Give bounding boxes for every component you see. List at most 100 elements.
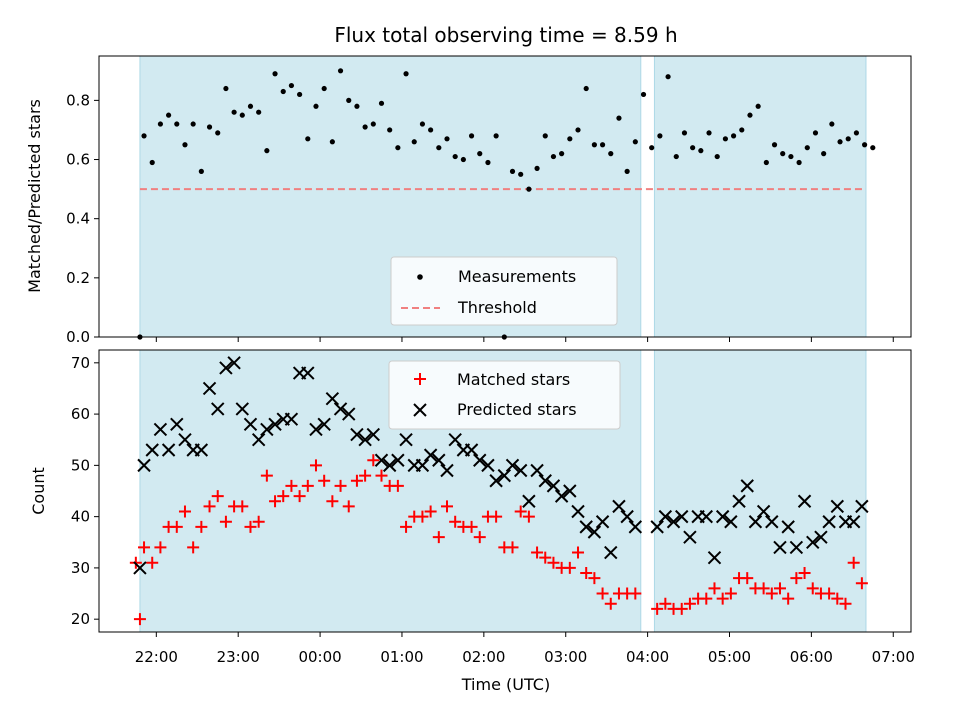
predicted-star-point [587,525,602,539]
predicted-star-point [846,515,861,529]
top-series [137,68,876,340]
legend-measurements: Measurements [458,267,576,286]
measurement-point [215,130,221,136]
matched-star-point [604,597,617,610]
legend-predicted-stars: Predicted stars [457,400,577,419]
measurement-point [599,142,606,148]
measurement-point [567,136,573,142]
matched-star-point [514,505,527,518]
matched-star-point [490,510,503,523]
measurement-point [739,127,745,133]
predicted-star-point [211,402,225,416]
matched-star-point [700,592,713,605]
matched-star-point [219,515,232,528]
matched-star-point [675,602,688,615]
measurement-point [231,109,237,115]
measurement-point [411,139,417,145]
predicted-star-point [830,499,845,514]
matched-star-point [782,592,795,605]
matched-star-point [847,556,860,569]
predicted-star-point [473,453,487,467]
measurement-point [468,133,475,139]
predicted-star-point [855,499,869,514]
matched-star-point [765,587,778,600]
measurement-point [821,151,827,157]
measurement-point [583,85,589,92]
predicted-star-point [464,443,479,457]
matched-star-point [138,541,151,554]
measurement-point [223,85,229,92]
predicted-star-point [268,417,282,432]
measurement-point [518,171,524,177]
matched-star-point [154,541,167,554]
matched-star-point [342,500,355,513]
measurement-point [690,145,696,151]
measurements-legend-marker [417,274,423,280]
matched-star-point [757,582,770,595]
measurement-point [428,127,434,133]
predicted-star-point [781,520,795,534]
measurement-point [526,186,532,192]
predicted-star-point [756,504,771,519]
bottom-ytick-label: 20 [71,610,90,628]
measurement-point [862,142,868,148]
measurement-point [657,133,663,139]
predicted-star-point [724,515,738,529]
matched-star-point [334,479,347,492]
matched-star-point [211,490,224,503]
matched-star-point [424,505,437,518]
predicted-star-point [530,463,544,478]
measurement-point [419,121,426,127]
measurement-point [730,133,737,139]
measurement-point [681,130,688,136]
matched-star-point [244,520,257,533]
measurement-point [534,165,540,171]
predicted-star-point [235,402,250,416]
predicted-star-point [675,509,689,524]
measurement-point [403,71,409,77]
measurement-point [845,136,851,142]
predicted-star-point [284,412,299,426]
measurement-point [247,103,254,109]
legend-matched-stars: Matched stars [457,370,570,389]
top-observing-windows [139,55,867,338]
measurement-point [206,124,213,130]
predicted-star-point [546,479,561,493]
matched-star-point [301,479,314,492]
measurement-point [362,124,368,130]
bottom-series [129,356,869,626]
predicted-star-point [399,433,413,447]
matched-star-point [773,582,786,595]
xtick-label: 07:00 [872,648,915,666]
measurement-point [305,136,311,142]
predicted-star-point [612,499,626,514]
matched-star-point [432,531,445,544]
predicted-star-point [251,433,266,447]
measurement-point [812,130,819,136]
measurement-point [239,112,245,118]
top-ytick-label: 0.0 [66,328,90,346]
measurement-point [559,151,565,157]
predicted-star-point [145,443,159,457]
matched-star-point [449,515,462,528]
predicted-star-point [194,443,209,457]
matched-star-point [285,479,298,492]
observing-window [653,349,867,633]
measurement-point [436,145,442,151]
predicted-star-point [317,417,331,432]
matched-star-point [708,582,721,595]
predicted-star-point [133,561,147,575]
predicted-star-point [650,520,664,534]
matched-star-point [724,587,737,600]
predicted-star-point [497,468,512,483]
matched-star-point [318,474,331,487]
matched-star-point [473,531,486,544]
bottom-y-axis-label: Count [29,467,48,515]
bottom-legend-box [388,360,621,430]
predicted-star-point [366,427,381,442]
measurement-point [452,153,458,160]
measurement-point [706,130,712,136]
matched-star-point [400,520,413,533]
x-axis-label: Time (UTC) [461,675,550,694]
